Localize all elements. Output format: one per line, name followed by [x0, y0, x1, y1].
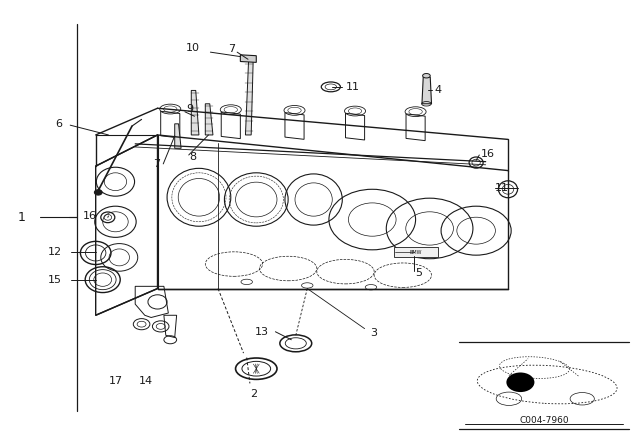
- Text: 7: 7: [228, 44, 235, 54]
- Text: 3: 3: [370, 328, 377, 338]
- Text: 1: 1: [17, 211, 25, 224]
- Text: 4: 4: [435, 86, 442, 95]
- Polygon shape: [205, 104, 213, 135]
- Polygon shape: [422, 77, 431, 104]
- Text: 13: 13: [255, 327, 269, 337]
- Text: 11: 11: [495, 183, 509, 194]
- Text: C004-7960: C004-7960: [519, 416, 569, 425]
- Text: 9: 9: [186, 104, 193, 114]
- Text: 2: 2: [250, 389, 257, 399]
- Circle shape: [506, 372, 534, 392]
- Text: 15: 15: [48, 275, 62, 284]
- Polygon shape: [246, 59, 253, 135]
- Text: 7: 7: [153, 159, 160, 169]
- Text: 12: 12: [48, 247, 62, 257]
- Text: 5: 5: [415, 268, 422, 278]
- Ellipse shape: [422, 73, 430, 78]
- Text: 6: 6: [56, 119, 63, 129]
- Polygon shape: [241, 55, 256, 62]
- FancyBboxPatch shape: [394, 247, 438, 257]
- Text: 11: 11: [346, 82, 360, 92]
- Polygon shape: [191, 90, 199, 135]
- Text: 17: 17: [108, 376, 123, 386]
- Text: 10: 10: [186, 43, 200, 53]
- Circle shape: [95, 190, 102, 195]
- Text: 16: 16: [83, 211, 97, 221]
- Text: 16: 16: [481, 149, 495, 159]
- Text: 8: 8: [189, 152, 196, 162]
- Polygon shape: [175, 124, 181, 148]
- Text: BMW: BMW: [410, 250, 422, 254]
- Text: 14: 14: [138, 376, 152, 386]
